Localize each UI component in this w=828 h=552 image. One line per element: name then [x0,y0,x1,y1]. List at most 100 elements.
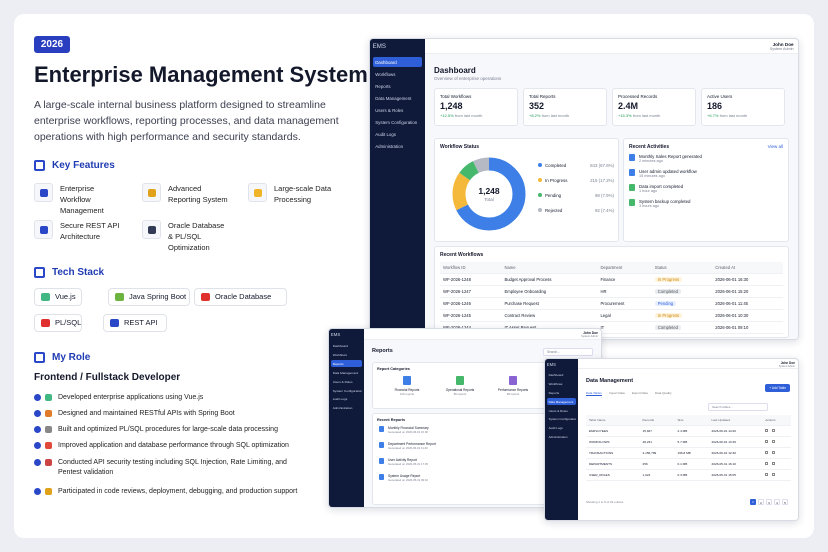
cell-text: 2.4 MB [677,429,688,433]
page-subtitle: Overview of enterprise operations [434,76,502,81]
view-all-link[interactable]: View all [767,144,783,149]
nav-item[interactable]: System Configuration [332,388,363,393]
category-icon [456,376,464,385]
status-badge: Pending [654,301,677,306]
nav-item[interactable]: Data Management [546,398,577,406]
nav-item[interactable]: System Configuration [548,417,577,422]
brand-name: EMS [372,43,386,51]
card-title: Recent Reports [377,418,406,422]
table-cell: 2026-06-01 14:20 [708,425,763,437]
header-row: Table Name Records Size Last Updated Actions [586,415,791,426]
check-icon [34,426,41,433]
table-cell: 15,847 [639,425,675,437]
delete-icon[interactable] [772,462,776,465]
nav-item[interactable]: Administration [332,406,353,411]
header-row: Workflow ID Name Department Status Created A… [440,262,783,274]
table-cell: EMPLOYEES [586,425,640,437]
nav-item[interactable]: Workflows [548,382,563,387]
page-button[interactable]: 2 [758,499,764,505]
cell-text: 48,231 [642,440,652,444]
nav-item[interactable]: Data Management [375,95,412,101]
nav-item[interactable]: Dashboard [548,373,564,378]
delete-icon[interactable] [772,451,776,454]
table-cell: 2026-06-01 13:45 [708,436,763,448]
activity-text: System backup completed [639,199,691,204]
page-button[interactable]: 4 [774,499,780,505]
section-heading: Tech Stack [34,267,104,278]
check-icon [34,442,41,449]
tab[interactable]: Data Tables [586,391,602,396]
category-count: 86 reports [453,392,467,396]
nav-item[interactable]: Workflows [375,71,396,77]
nav-item[interactable]: Dashboard [372,57,423,68]
stat-card: Total Reports 352 +8.2% from last month [523,88,607,126]
cell-text: EMPLOYEES [589,429,609,433]
stat-delta: +8.2% [529,113,541,118]
page-button[interactable]: 3 [766,499,772,505]
nav-item[interactable]: Data Management [332,370,359,375]
cell-text: Finance [600,277,616,282]
table-row: WF-2026-1248 Budget Approval Process Finan… [440,273,783,286]
card-title: Workflow Status [440,144,480,150]
nav-item[interactable]: Workflows [332,352,347,357]
cell-text: 2026-06-01 15:20 [715,289,749,294]
column-header: Size [674,415,709,426]
feature: Large-scale Data Processing [248,183,334,205]
page-button[interactable]: 5 [782,499,788,505]
nav-item[interactable]: Administration [548,434,568,439]
tab[interactable]: Data Quality [655,391,672,395]
delete-icon[interactable] [772,473,776,476]
stat-note: from last month [541,113,570,118]
search-box[interactable]: Search... [543,348,593,356]
nav-item[interactable]: Administration [375,143,404,149]
search-box[interactable]: Search tables... [708,403,768,411]
table-cell: WORKFLOWS [586,436,640,448]
table-cell: 2026-05-31 16:10 [708,458,763,470]
nav-item[interactable]: Reports [548,391,560,395]
delete-icon[interactable] [772,429,776,432]
edit-icon[interactable] [765,429,769,432]
table-cell: Finance [597,273,652,286]
nav-item[interactable]: Audit Logs [548,426,563,431]
table-cell: Pending [651,297,713,310]
nav-item[interactable]: Users & Roles [332,379,353,384]
category-name: Performance Reports [497,388,529,392]
role-text: Designed and maintained RESTful APIs wit… [58,410,235,417]
nav-item[interactable]: Users & Roles [375,107,404,113]
delete-icon[interactable] [772,440,776,443]
table-cell: WF-2026-1245 [440,309,502,322]
activities-card: Recent Activities View all Monthly Sales R… [623,138,789,242]
legend-label: Pending [545,193,562,198]
tab[interactable]: Export Data [632,391,648,395]
nav-item[interactable]: Dashboard [332,343,348,348]
tech-pill: Oracle Database [194,288,287,306]
nav-item[interactable]: Audit Logs [332,397,348,402]
top-bar: John Doe System Admin [425,39,798,54]
stat-change: +12.5% from last month [440,113,512,118]
table-row: WF-2026-1246 Purchase Request Procurement P… [440,297,783,310]
nav-item[interactable]: Reports [375,83,391,89]
nav-item[interactable]: Users & Roles [548,408,568,413]
nav-item[interactable]: System Configuration [375,119,418,125]
nav-item[interactable]: Reports [330,359,363,368]
check-icon [34,488,41,495]
edit-icon[interactable] [765,462,769,465]
nav-item[interactable]: Audit Logs [375,131,396,137]
feature-icon [248,183,267,202]
edit-icon[interactable] [765,440,769,443]
edit-icon[interactable] [765,473,769,476]
report-date: Generated on 2026-06-01 11:20 [388,446,428,450]
page-button[interactable]: 1 [750,499,756,505]
edit-icon[interactable] [765,451,769,454]
cell-text: 156.8 MB [677,451,691,455]
table-cell: 156.8 MB [674,447,709,459]
legend-value: 215 (17.2%) [590,178,614,183]
activity-text: User admin updated workflow [639,169,697,174]
report-icon [379,474,384,480]
tab[interactable]: Import Data [609,391,625,395]
stat-value: 186 [707,101,723,111]
report-name: User Activity Report [388,458,417,462]
table-cell: 48,231 [639,436,675,448]
cell-text: IT [600,325,605,330]
add-button[interactable]: + Add Table [765,384,790,392]
